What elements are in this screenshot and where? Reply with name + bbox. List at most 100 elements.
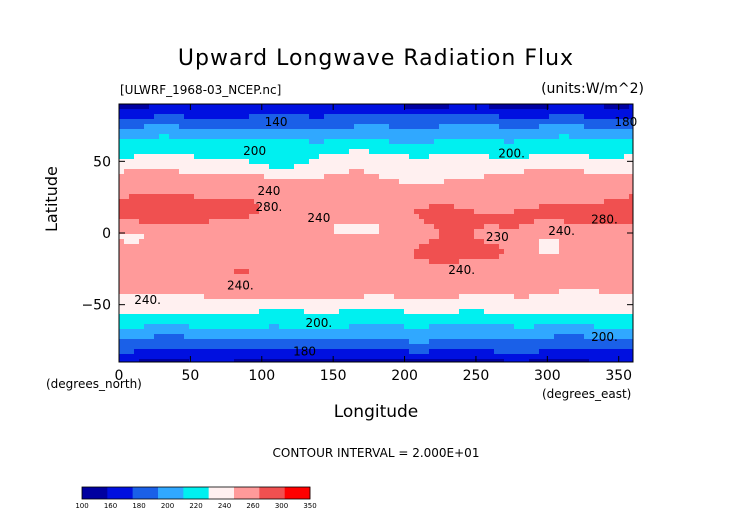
heatmap-cell (159, 309, 165, 315)
heatmap-cell (124, 234, 130, 240)
heatmap-cell (189, 214, 195, 220)
heatmap-cell (209, 234, 215, 240)
heatmap-cell (339, 284, 345, 290)
heatmap-cell (589, 224, 595, 230)
heatmap-cell (489, 179, 495, 185)
heatmap-cell (554, 129, 560, 135)
heatmap-cell (519, 129, 525, 135)
heatmap-cell (474, 309, 480, 315)
heatmap-cell (629, 114, 634, 120)
heatmap-cell (154, 214, 160, 220)
heatmap-cell (464, 274, 470, 280)
heatmap-cell (154, 144, 160, 150)
heatmap-cell (409, 289, 415, 295)
heatmap-cell (539, 189, 545, 195)
heatmap-cell (564, 214, 570, 220)
heatmap-cell (224, 204, 230, 210)
heatmap-cell (434, 234, 440, 240)
heatmap-cell (489, 139, 495, 145)
heatmap-cell (479, 139, 485, 145)
heatmap-cell (234, 154, 240, 160)
heatmap-cell (159, 179, 165, 185)
heatmap-cell (599, 209, 605, 215)
heatmap-cell (609, 144, 615, 150)
heatmap-cell (354, 214, 360, 220)
heatmap-cell (434, 204, 440, 210)
heatmap-cell (614, 199, 620, 205)
heatmap-cell (629, 269, 634, 275)
heatmap-cell (604, 309, 610, 315)
heatmap-cell (564, 244, 570, 250)
heatmap-cell (279, 234, 285, 240)
heatmap-cell (489, 159, 495, 165)
heatmap-cell (164, 244, 170, 250)
heatmap-cell (209, 274, 215, 280)
heatmap-cell (314, 129, 320, 135)
heatmap-cell (579, 269, 585, 275)
heatmap-cell (134, 229, 140, 235)
heatmap-cell (199, 154, 205, 160)
heatmap-cell (539, 264, 545, 270)
heatmap-cell (229, 139, 235, 145)
heatmap-cell (399, 294, 405, 300)
heatmap-cell (294, 214, 300, 220)
heatmap-cell (239, 334, 245, 340)
heatmap-cell (444, 329, 450, 335)
heatmap-cell (574, 314, 580, 320)
heatmap-cell (319, 154, 325, 160)
heatmap-cell (259, 274, 265, 280)
heatmap-cell (529, 144, 535, 150)
heatmap-cell (619, 179, 625, 185)
heatmap-cell (214, 139, 220, 145)
heatmap-cell (619, 104, 625, 110)
heatmap-cell (449, 134, 455, 140)
heatmap-cell (324, 214, 330, 220)
heatmap-cell (339, 169, 345, 175)
heatmap-cell (524, 189, 530, 195)
heatmap-cell (224, 304, 230, 310)
heatmap-cell (624, 104, 630, 110)
heatmap-cell (174, 264, 180, 270)
heatmap-cell (174, 124, 180, 130)
heatmap-cell (379, 289, 385, 295)
heatmap-cell (199, 144, 205, 150)
heatmap-cell (139, 279, 145, 285)
heatmap-cell (224, 154, 230, 160)
heatmap-cell (184, 204, 190, 210)
heatmap-cell (279, 224, 285, 230)
heatmap-cell (624, 174, 630, 180)
heatmap-cell (219, 234, 225, 240)
heatmap-cell (504, 114, 510, 120)
heatmap-cell (249, 149, 255, 155)
heatmap-cell (179, 214, 185, 220)
heatmap-cell (504, 234, 510, 240)
heatmap-cell (439, 259, 445, 265)
heatmap-cell (384, 239, 390, 245)
heatmap-cell (234, 134, 240, 140)
heatmap-cell (424, 134, 430, 140)
heatmap-cell (549, 194, 555, 200)
heatmap-cell (164, 114, 170, 120)
heatmap-cell (269, 104, 275, 110)
heatmap-cell (194, 129, 200, 135)
heatmap-cell (179, 239, 185, 245)
heatmap-cell (119, 229, 125, 235)
heatmap-cell (624, 189, 630, 195)
heatmap-cell (234, 234, 240, 240)
heatmap-cell (574, 264, 580, 270)
heatmap-cell (414, 189, 420, 195)
heatmap-cell (199, 294, 205, 300)
heatmap-cell (409, 284, 415, 290)
heatmap-cell (579, 259, 585, 265)
heatmap-cell (299, 334, 305, 340)
heatmap-cell (244, 129, 250, 135)
heatmap-cell (499, 339, 505, 345)
heatmap-cell (624, 254, 630, 260)
heatmap-cell (384, 264, 390, 270)
heatmap-cell (409, 124, 415, 130)
heatmap-cell (564, 194, 570, 200)
heatmap-cell (174, 324, 180, 330)
heatmap-cell (264, 294, 270, 300)
heatmap-cell (349, 254, 355, 260)
heatmap-cell (414, 194, 420, 200)
